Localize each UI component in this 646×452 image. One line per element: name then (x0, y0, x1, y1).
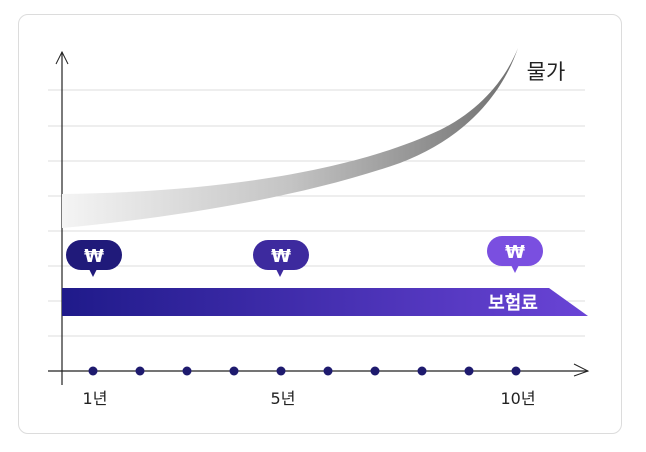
x-axis-dot (88, 366, 98, 376)
x-axis-dot (511, 366, 521, 376)
price-curve (62, 48, 518, 228)
won-badge-10-symbol: ₩ (505, 242, 525, 263)
won-badge-5: ₩ (253, 240, 309, 277)
won-badge-5-symbol: ₩ (271, 246, 291, 267)
x-axis-arrow (573, 363, 590, 377)
won-badge-10: ₩ (487, 236, 543, 273)
won-badge-1: ₩ (66, 240, 122, 277)
x-axis-dot (135, 366, 145, 376)
price-label: 물가 (527, 60, 566, 84)
diagram-card (18, 14, 622, 434)
premium-label: 보험료 (488, 292, 538, 314)
x-label-10: 10년 (500, 389, 535, 408)
x-label-5: 5년 (271, 389, 296, 408)
x-label-1: 1년 (83, 389, 108, 408)
won-badge-1-symbol: ₩ (84, 246, 104, 267)
x-axis-dots (88, 366, 521, 376)
x-axis-dot (229, 366, 239, 376)
x-axis-dot (417, 366, 427, 376)
x-axis-dot (370, 366, 380, 376)
x-axis-dot (464, 366, 474, 376)
x-axis-dot (182, 366, 192, 376)
y-axis-arrow (55, 50, 69, 65)
x-axis-dot (323, 366, 333, 376)
premium-arrow (62, 288, 588, 316)
x-axis-dot (276, 366, 286, 376)
